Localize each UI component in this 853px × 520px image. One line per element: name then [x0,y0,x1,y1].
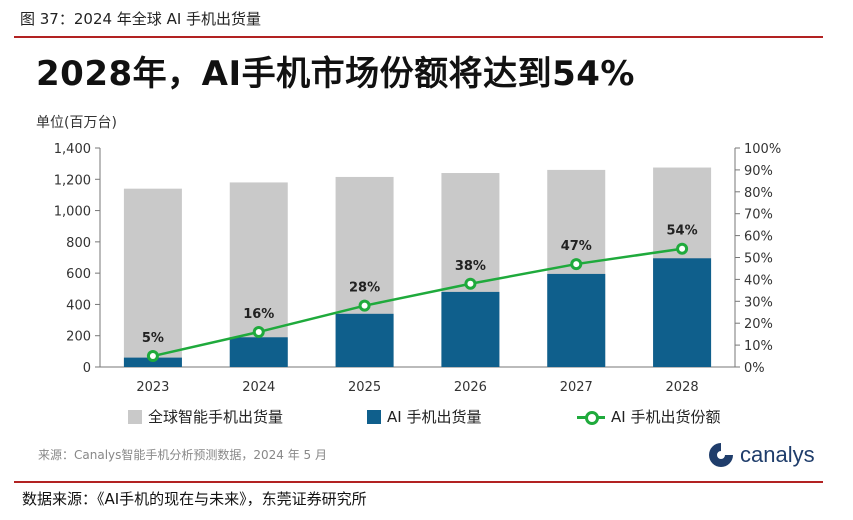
legend-swatch-ai [367,409,381,424]
share-data-label: 47% [561,239,592,254]
legend-item-total: 全球智能手机出货量 [128,406,283,427]
legend-label-ai: AI 手机出货量 [387,408,482,426]
legend-swatch-total [128,409,142,424]
legend-line-share [577,410,605,425]
y2-tick-label: 60% [744,230,773,245]
y2-tick-label: 100% [744,142,781,157]
y2-tick-label: 10% [744,339,773,354]
canalys-logo: canalys [706,440,815,470]
x-tick-label: 2028 [666,380,699,395]
y2-tick-label: 20% [744,317,773,332]
x-tick-label: 2026 [454,380,487,395]
bar-total-2023 [123,188,182,367]
share-data-label: 54% [667,224,698,239]
y2-tick-label: 90% [744,164,773,179]
y-tick-label: 1,000 [54,205,91,220]
bar-ai-2025 [335,313,394,367]
share-point-center [573,261,580,268]
legend-label-total: 全球智能手机出货量 [148,408,284,426]
share-point-center [255,328,262,335]
bar-ai-2024 [229,337,288,367]
y-tick-label: 0 [83,361,91,376]
share-point-center [679,245,686,252]
share-data-label: 38% [455,259,486,274]
bar-ai-2027 [547,273,606,367]
x-tick-label: 2024 [242,380,275,395]
source-note: 来源：Canalys智能手机分析预测数据，2024 年 5 月 [38,448,327,462]
bottom-divider [14,481,823,483]
bar-ai-2023 [123,357,182,367]
y-tick-label: 200 [66,330,91,345]
bar-ai-2028 [653,258,712,367]
chart-canvas: 0 200 400 600 800 1,000 1,200 1,400 0% 10% 20% 30% 4… [54,142,781,395]
top-divider [14,36,823,38]
y2-tick-label: 70% [744,208,773,223]
y2-tick-label: 30% [744,295,773,310]
y2-tick-label: 0% [744,361,765,376]
brand-name: canalys [740,442,815,467]
x-tick-label: 2027 [560,380,593,395]
share-data-label: 28% [349,281,380,296]
x-tick-label: 2023 [136,380,169,395]
y-tick-label: 400 [66,298,91,313]
y-tick-label: 1,400 [54,142,91,157]
chart-legend: 全球智能手机出货量 AI 手机出货量 AI 手机出货份额 [0,406,853,428]
legend-item-ai: AI 手机出货量 [367,406,481,427]
chart-headline: 2028年，AI手机市场份额将达到54% [36,54,635,94]
share-point-center [467,280,474,287]
bar-ai-2026 [441,291,500,367]
figure-caption: 图 37：2024 年全球 AI 手机出货量 [20,10,262,28]
data-source-note: 数据来源：《AI手机的现在与未来》，东莞证券研究所 [22,490,367,508]
y-tick-label: 600 [66,267,91,282]
y-axis-unit-label: 单位(百万台) [36,115,117,131]
y2-tick-label: 40% [744,273,773,288]
y-tick-label: 800 [66,236,91,251]
share-point-center [361,302,368,309]
share-data-label: 16% [243,307,274,322]
y-tick-label: 1,200 [54,173,91,188]
x-tick-label: 2025 [348,380,381,395]
y2-tick-label: 80% [744,186,773,201]
canalys-logo-icon [709,443,733,467]
share-point-center [149,353,156,360]
share-data-label: 5% [142,331,164,346]
y2-tick-label: 50% [744,252,773,267]
share-line [152,247,683,358]
legend-label-share: AI 手机出货份额 [611,408,721,426]
legend-item-share: AI 手机出货份额 [577,406,720,427]
